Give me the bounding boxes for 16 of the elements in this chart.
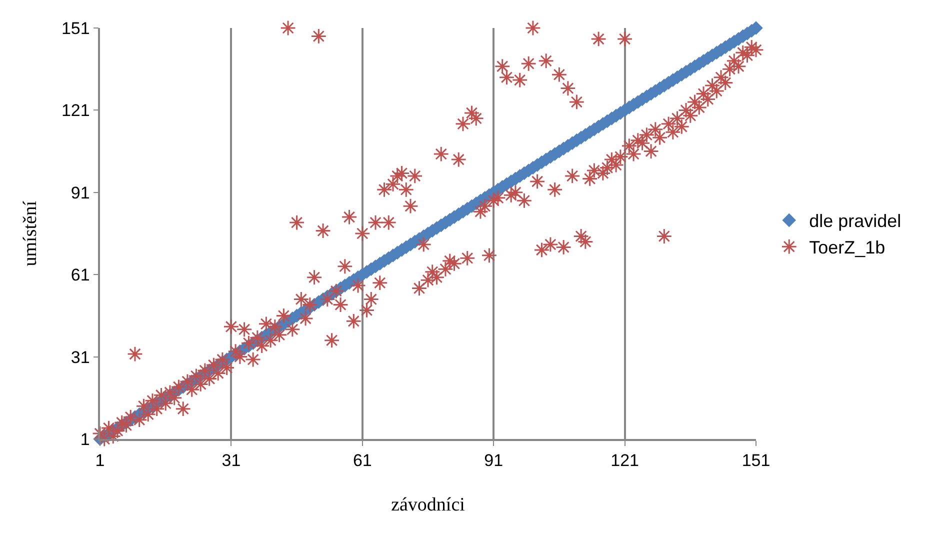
x-tick-label: 31 (222, 451, 241, 470)
legend-label: dle pravidel (809, 211, 902, 232)
y-axis-title: umístění (20, 200, 41, 266)
x-axis-title: závodníci (391, 494, 465, 516)
y-tick-label: 31 (70, 348, 90, 367)
y-tick-label: 121 (61, 101, 90, 120)
y-tick-label: 91 (70, 183, 90, 202)
x-tick-label: 1 (95, 451, 105, 470)
y-tick-label: 1 (80, 430, 90, 449)
x-tick-label: 121 (610, 451, 639, 470)
y-tick-label: 61 (70, 266, 90, 285)
x-tick-label: 61 (352, 451, 372, 470)
y-tick-label: 151 (61, 18, 90, 38)
x-tick-label: 91 (484, 451, 504, 470)
legend-label: ToerZ_1b (809, 238, 886, 258)
x-tick-label: 151 (742, 451, 770, 470)
